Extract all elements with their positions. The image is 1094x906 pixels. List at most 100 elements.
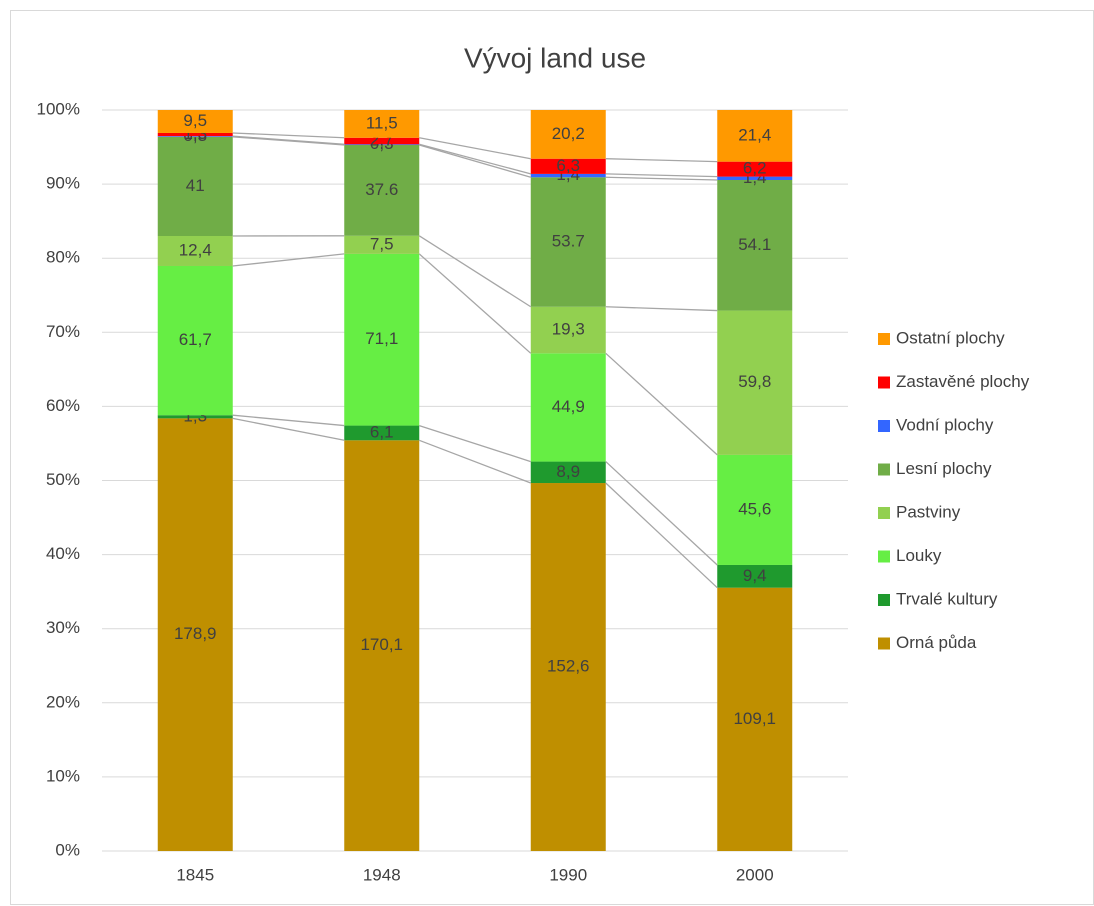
legend-label: Lesní plochy	[896, 459, 992, 478]
chart-title: Vývoj land use	[464, 42, 646, 73]
series-line	[605, 158, 718, 163]
data-label: 8,9	[556, 462, 580, 481]
legend-swatch	[878, 550, 890, 563]
legend-label: Orná půda	[896, 633, 977, 652]
bar-segment	[717, 310, 793, 455]
series-line	[232, 135, 345, 145]
bar-segment	[344, 145, 420, 236]
series-line	[605, 482, 718, 589]
data-label: 152,6	[547, 657, 590, 676]
bar-segment	[530, 158, 606, 174]
bar-segment	[530, 306, 606, 354]
legend-swatch	[878, 376, 890, 389]
bar-segment	[157, 265, 233, 416]
legend-label: Ostatní plochy	[896, 328, 1005, 347]
data-label: 178,9	[174, 624, 217, 643]
legend-label: Louky	[896, 546, 942, 565]
bar-segment	[717, 454, 793, 565]
data-label: 20,2	[552, 124, 585, 143]
legend-label: Vodní plochy	[896, 415, 994, 434]
y-tick-label: 0%	[55, 840, 80, 859]
bar-segment	[717, 587, 793, 851]
series-line	[605, 352, 718, 456]
y-tick-label: 90%	[46, 174, 80, 193]
bar-segment	[344, 144, 420, 146]
data-label: 21,4	[738, 125, 771, 144]
series-line	[605, 173, 718, 178]
data-label: 6,1	[370, 422, 394, 441]
legend-swatch	[878, 420, 890, 432]
bar-segment	[717, 179, 793, 311]
series-line	[419, 137, 531, 160]
series-line	[232, 132, 345, 139]
bar-segment	[344, 253, 420, 426]
y-tick-label: 20%	[46, 692, 80, 711]
y-tick-label: 80%	[46, 248, 80, 267]
bar-segment	[344, 110, 420, 138]
y-tick-label: 100%	[37, 99, 80, 118]
bar-segment	[157, 110, 233, 133]
y-tick-label: 60%	[46, 396, 80, 415]
bar-segment	[717, 176, 793, 180]
data-label: 9,5	[183, 111, 207, 130]
data-label: 54.1	[738, 235, 771, 254]
bar-segment	[530, 483, 606, 851]
bar-segment	[530, 173, 606, 178]
bar-segment	[157, 132, 233, 137]
bar-segment	[344, 235, 420, 254]
legend-swatch	[878, 594, 890, 606]
series-line	[419, 439, 531, 484]
legend-label: Pastviny	[896, 502, 961, 521]
legend-swatch	[878, 637, 890, 650]
data-label: 12,4	[179, 240, 212, 259]
x-tick-label: 2000	[736, 865, 774, 884]
bar-segment	[157, 136, 233, 137]
x-tick-label: 1845	[176, 865, 214, 884]
legend-swatch	[878, 463, 890, 476]
series-line	[232, 417, 345, 441]
bar-segment	[717, 161, 793, 177]
legend-swatch	[878, 507, 890, 519]
series-line	[232, 414, 345, 427]
bar-segment	[157, 418, 233, 851]
data-label: 41	[186, 176, 205, 195]
bar-segment	[530, 110, 606, 159]
data-label: 109,1	[733, 709, 776, 728]
data-label: 53.7	[552, 232, 585, 251]
series-line	[605, 176, 718, 181]
y-tick-label: 40%	[46, 544, 80, 563]
data-label: 61,7	[179, 330, 212, 349]
series-line	[419, 143, 531, 175]
y-tick-label: 70%	[46, 322, 80, 341]
x-tick-label: 1948	[363, 865, 401, 884]
x-tick-label: 1990	[549, 865, 587, 884]
bar-segment	[157, 415, 233, 419]
bar-segment	[530, 461, 606, 484]
data-label: 11,5	[366, 113, 398, 132]
series-line	[605, 306, 718, 312]
data-label: 6,3	[556, 156, 580, 175]
bar-segment	[157, 136, 233, 236]
data-label: 37.6	[365, 180, 398, 199]
series-line	[232, 253, 345, 267]
bar-segment	[717, 564, 793, 588]
bar-segment	[344, 137, 420, 145]
legend-label: Trvalé kultury	[896, 589, 998, 608]
data-label: 9,4	[743, 566, 767, 585]
data-label: 59,8	[738, 372, 771, 391]
legend-label: Zastavěné plochy	[896, 372, 1030, 391]
series-line	[419, 424, 531, 463]
data-label: 19,3	[552, 320, 585, 339]
series-line	[418, 253, 532, 354]
bar-segment	[530, 177, 606, 307]
series-line	[418, 235, 532, 308]
data-label: 7,5	[370, 234, 394, 253]
data-label: 45,6	[738, 499, 771, 518]
series-line	[232, 136, 345, 146]
y-tick-label: 10%	[46, 766, 80, 785]
bar-segment	[344, 440, 420, 851]
series-line	[419, 144, 531, 178]
y-tick-label: 50%	[46, 470, 80, 489]
bar-segment	[344, 425, 420, 441]
